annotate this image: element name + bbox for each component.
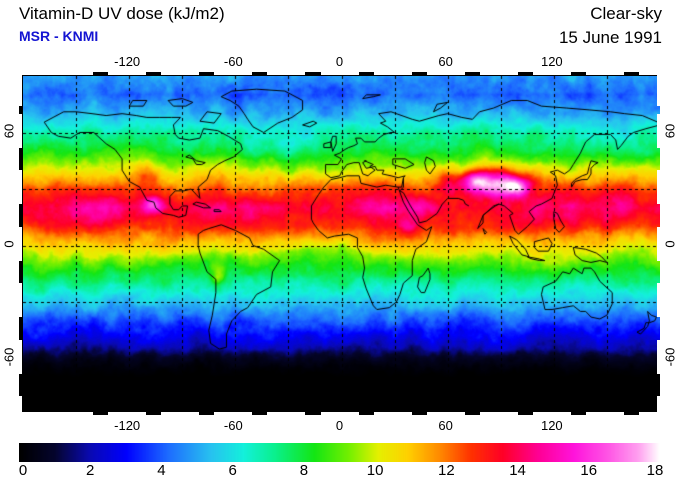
uv-dose-heatmap — [23, 76, 660, 415]
x-axis-tick-label: -60 — [223, 54, 243, 69]
condition-label: Clear-sky — [590, 4, 662, 23]
page-title: Vitamin-D UV dose (kJ/m2) — [19, 4, 225, 23]
colorbar-tick-label: 12 — [437, 462, 455, 479]
date-label: 15 June 1991 — [558, 28, 662, 47]
x-axis-tick-label: -120 — [114, 54, 141, 69]
colorbar-tick-label: 10 — [366, 462, 384, 479]
y-axis-tick-label: 60 — [662, 123, 678, 138]
colorbar-tick-labels: 0 2 4 6 8 10 12 14 16 18 — [18, 462, 664, 480]
colorbar-tick-label: 4 — [157, 462, 166, 479]
x-axis-tick-label: 60 — [438, 418, 453, 433]
colorbar-tick-label: 18 — [646, 462, 664, 479]
colorbar-tick-label: 0 — [18, 462, 28, 479]
x-axis-tick-label: 0 — [335, 418, 344, 433]
x-axis-tick-label: 120 — [540, 418, 563, 433]
x-axis-tick-label: 60 — [438, 54, 453, 69]
y-axis-tick-label: 60 — [1, 123, 17, 138]
colorbar-gradient — [19, 443, 660, 462]
y-axis-tick-label: -60 — [662, 347, 678, 366]
colorbar-container — [19, 443, 660, 462]
x-axis-tick-label: 120 — [540, 54, 563, 69]
x-axis-tick-label: 0 — [335, 54, 344, 69]
chart-header: Vitamin-D UV dose (kJ/m2) MSR - KNMI Cle… — [0, 0, 678, 52]
y-axis-tick-label: 0 — [1, 239, 17, 248]
colorbar-tick-label: 8 — [299, 462, 309, 479]
map-plot-area — [19, 72, 660, 415]
y-axis-tick-label: 0 — [662, 239, 678, 248]
colorbar-tick-label: 2 — [86, 462, 95, 479]
colorbar-tick-label: 16 — [580, 462, 598, 479]
x-axis-tick-label: -60 — [223, 418, 243, 433]
y-axis-tick-label: -60 — [1, 347, 17, 366]
colorbar-tick-label: 6 — [228, 462, 237, 479]
source-label: MSR - KNMI — [19, 28, 99, 44]
colorbar-tick-label: 14 — [509, 462, 526, 479]
x-axis-tick-label: -120 — [114, 418, 141, 433]
